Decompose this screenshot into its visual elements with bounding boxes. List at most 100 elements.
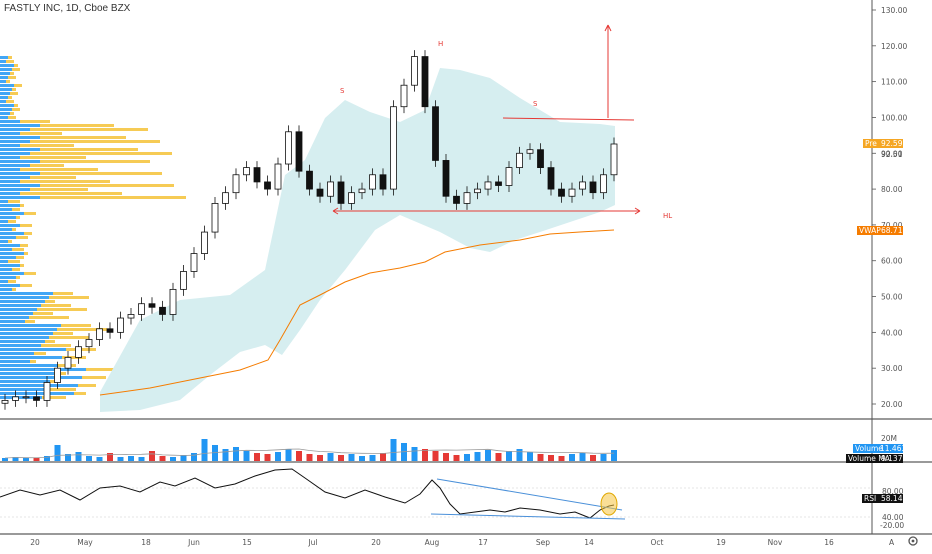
rsi-breakout-highlight: [600, 492, 618, 516]
candle-body: [159, 306, 166, 315]
candle-body: [138, 303, 145, 315]
volume-bar: [369, 455, 376, 461]
volume-bar: [180, 455, 187, 461]
candle-body: [463, 192, 471, 204]
volume-bar: [254, 453, 260, 461]
volume-profile-bar: [0, 252, 24, 255]
volume-profile-bar: [0, 276, 16, 279]
candle-body: [421, 56, 429, 108]
volume-profile-bar: [16, 276, 20, 279]
volume-bar: [54, 445, 61, 461]
volume-profile-bar: [12, 288, 16, 291]
volume-profile-bar: [8, 56, 12, 59]
volume-badge: Volume 11.463M: [853, 444, 913, 453]
volume-profile-bar: [0, 372, 54, 375]
volume-profile-bar: [0, 232, 24, 235]
candle-body: [285, 131, 292, 165]
gear-icon[interactable]: [908, 536, 918, 546]
volume-profile-bar: [0, 136, 40, 139]
candle-body: [547, 167, 555, 190]
volume-profile-bar: [57, 328, 107, 331]
candle-body: [169, 288, 177, 315]
pre-badge: Pre 92.59: [863, 139, 903, 148]
volume-profile-bar: [16, 256, 24, 259]
candle-body: [358, 188, 366, 194]
volume-profile-bar: [20, 120, 50, 123]
volume-profile-bar: [78, 384, 96, 387]
candle-body: [484, 181, 492, 190]
candle-body: [474, 188, 481, 194]
volume-profile-bar: [0, 60, 6, 63]
volume-profile-bar: [0, 132, 20, 135]
annotation-right-shoulder: S: [533, 100, 538, 108]
time-axis-tick: 20: [371, 538, 381, 547]
time-axis-tick: Oct: [651, 538, 664, 547]
volume-bar: [12, 457, 19, 461]
volume-bar: [506, 451, 512, 461]
rsi-resistance-trendline: [436, 478, 623, 511]
volume-bar: [516, 449, 523, 461]
volume-profile-bar: [8, 220, 16, 223]
volume-profile-bar: [0, 192, 20, 195]
volume-bar: [191, 453, 197, 461]
volume-profile-bar: [6, 60, 14, 63]
target-arrowhead: [604, 24, 612, 32]
volume-profile-bar: [8, 260, 20, 263]
volume-profile-bar: [40, 124, 114, 127]
volume-profile-bar: [8, 116, 16, 119]
volume-profile-bar: [40, 136, 126, 139]
volume-profile-bar: [0, 240, 8, 243]
volume-profile-bar: [0, 204, 20, 207]
candle-body: [348, 192, 355, 204]
candle-body: [264, 181, 271, 190]
chart-title: FASTLY INC, 1D, Cboe BZX: [4, 3, 131, 14]
volume-profile-bar: [49, 296, 89, 299]
volume-profile-bar: [30, 128, 148, 131]
candle-body: [558, 188, 565, 197]
candle-body: [442, 160, 450, 197]
volume-profile-bar: [12, 268, 20, 271]
volume-profile-bar: [0, 216, 16, 219]
volume-bar: [548, 455, 554, 461]
price-axis-tick: 120.00: [881, 42, 907, 51]
volume-profile-bar: [0, 120, 20, 123]
volume-profile-bar: [6, 80, 10, 83]
volume-profile-bar: [0, 336, 49, 339]
volume-bar: [474, 452, 481, 461]
volume-profile-bar: [0, 364, 58, 367]
volume-profile-bar: [41, 344, 71, 347]
volume-profile-bar: [12, 108, 20, 111]
volume-profile-bar: [0, 280, 8, 283]
volume-profile-bar: [0, 300, 45, 303]
log-scale-toggle[interactable]: A: [889, 538, 895, 547]
volume-profile-bar: [0, 100, 6, 103]
volume-profile-bar: [0, 152, 30, 155]
volume-profile-bar: [0, 296, 49, 299]
volume-profile-bar: [0, 316, 29, 319]
volume-profile-bar: [40, 160, 150, 163]
volume-profile-bar: [24, 232, 32, 235]
volume-profile-bar: [12, 248, 24, 251]
volume-profile-bar: [0, 156, 20, 159]
volume-profile-bar: [74, 392, 86, 395]
volume-bar: [306, 454, 313, 461]
candle-body: [568, 188, 576, 197]
candle-body: [1, 400, 9, 404]
candle-body: [211, 203, 219, 233]
volume-badge-value: 11.463M: [880, 444, 913, 453]
volume-profile-bar: [40, 184, 174, 187]
volume-bar: [128, 456, 134, 461]
volume-profile-bar: [30, 188, 88, 191]
volume-profile-bar: [14, 64, 18, 67]
candle-body: [306, 170, 313, 190]
candle-body: [579, 181, 586, 190]
volume-profile-bar: [0, 264, 20, 267]
rsi-support-trendline: [430, 513, 626, 520]
volume-profile-bar: [0, 124, 40, 127]
volume-bar: [138, 457, 145, 461]
volume-profile-bar: [0, 260, 8, 263]
vwap-line: [99, 229, 615, 396]
rsi-line: [0, 468, 615, 519]
candle-body: [379, 174, 387, 190]
volume-bar: [590, 455, 596, 461]
